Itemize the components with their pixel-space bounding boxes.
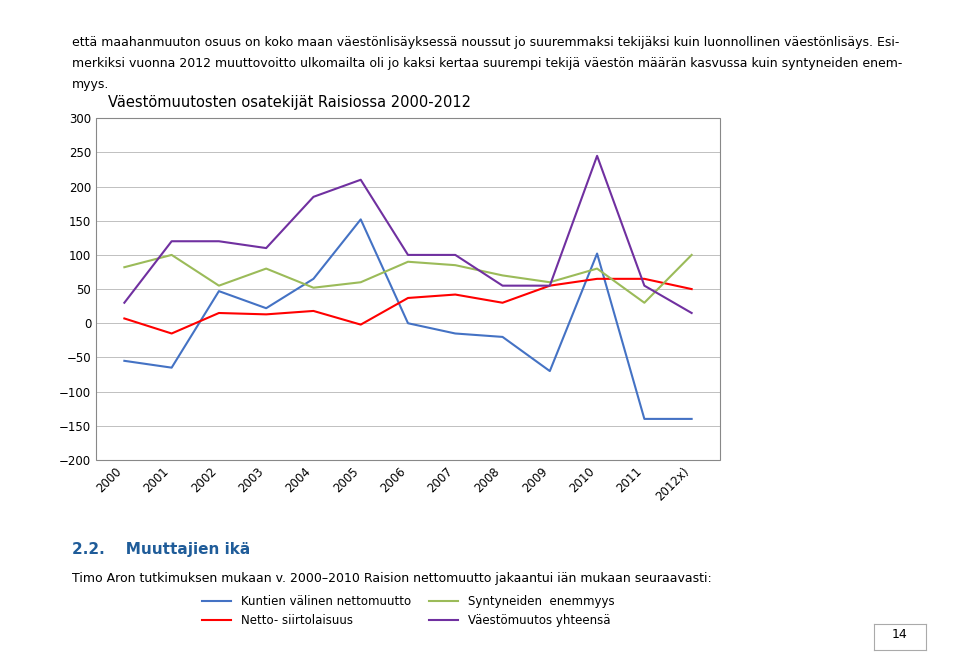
Väestömuutos yhteensä — [166, 237, 178, 245]
Netto- siirtolaisuus — [355, 321, 367, 328]
Text: että maahanmuuton osuus on koko maan väestönlisäyksessä noussut jo suuremmaksi t: että maahanmuuton osuus on koko maan väe… — [72, 36, 900, 49]
Väestömuutos yhteensä — [544, 282, 556, 290]
Väestömuutos yhteensä — [119, 299, 131, 307]
Kuntien välinen nettomuutto — [260, 304, 272, 312]
Netto- siirtolaisuus — [166, 330, 178, 338]
Syntyneiden  enemmyys — [685, 251, 697, 259]
Väestömuutos yhteensä — [260, 244, 272, 252]
Netto- siirtolaisuus — [260, 310, 272, 318]
Netto- siirtolaisuus — [402, 294, 414, 302]
Väestömuutos yhteensä — [591, 152, 603, 160]
Kuntien välinen nettomuutto — [544, 367, 556, 375]
Line: Syntyneiden  enemmyys: Syntyneiden enemmyys — [125, 255, 691, 303]
Syntyneiden  enemmyys — [355, 279, 367, 286]
Kuntien välinen nettomuutto — [449, 330, 461, 338]
Kuntien välinen nettomuutto — [638, 415, 650, 423]
Text: Timo Aron tutkimuksen mukaan v. 2000–2010 Raision nettomuutto jakaantui iän muka: Timo Aron tutkimuksen mukaan v. 2000–201… — [72, 572, 711, 585]
Syntyneiden  enemmyys — [496, 271, 508, 279]
Väestömuutos yhteensä — [638, 282, 650, 290]
Kuntien välinen nettomuutto — [591, 250, 603, 258]
Netto- siirtolaisuus — [308, 307, 320, 315]
Netto- siirtolaisuus — [213, 309, 225, 317]
Syntyneiden  enemmyys — [591, 265, 603, 273]
Netto- siirtolaisuus — [449, 290, 461, 298]
Line: Netto- siirtolaisuus: Netto- siirtolaisuus — [125, 279, 691, 334]
Kuntien välinen nettomuutto — [402, 319, 414, 327]
Kuntien välinen nettomuutto — [166, 364, 178, 372]
Kuntien välinen nettomuutto — [213, 287, 225, 295]
Väestömuutos yhteensä — [685, 309, 697, 317]
Väestömuutos yhteensä — [402, 251, 414, 259]
Syntyneiden  enemmyys — [260, 265, 272, 273]
Text: 14: 14 — [892, 627, 907, 641]
Legend: Kuntien välinen nettomuutto, Netto- siirtolaisuus, Syntyneiden  enemmyys, Väestö: Kuntien välinen nettomuutto, Netto- siir… — [197, 590, 619, 631]
Text: merkiksi vuonna 2012 muuttovoitto ulkomailta oli jo kaksi kertaa suurempi tekijä: merkiksi vuonna 2012 muuttovoitto ulkoma… — [72, 57, 902, 70]
Netto- siirtolaisuus — [685, 285, 697, 293]
Väestömuutos yhteensä — [213, 237, 225, 245]
Line: Kuntien välinen nettomuutto: Kuntien välinen nettomuutto — [125, 219, 691, 419]
Text: Väestömuutosten osatekijät Raisiossa 2000-2012: Väestömuutosten osatekijät Raisiossa 200… — [108, 95, 471, 110]
Kuntien välinen nettomuutto — [119, 357, 131, 365]
Netto- siirtolaisuus — [119, 315, 131, 323]
Text: 2.2.    Muuttajien ikä: 2.2. Muuttajien ikä — [72, 542, 251, 557]
Netto- siirtolaisuus — [591, 275, 603, 283]
Väestömuutos yhteensä — [308, 193, 320, 201]
Syntyneiden  enemmyys — [166, 251, 178, 259]
Kuntien välinen nettomuutto — [496, 333, 508, 341]
Väestömuutos yhteensä — [449, 251, 461, 259]
Kuntien välinen nettomuutto — [355, 215, 367, 223]
Syntyneiden  enemmyys — [544, 279, 556, 286]
Syntyneiden  enemmyys — [638, 299, 650, 307]
Line: Väestömuutos yhteensä: Väestömuutos yhteensä — [125, 156, 691, 313]
Netto- siirtolaisuus — [496, 299, 508, 307]
Syntyneiden  enemmyys — [449, 261, 461, 269]
Syntyneiden  enemmyys — [119, 263, 131, 271]
Väestömuutos yhteensä — [355, 176, 367, 184]
Kuntien välinen nettomuutto — [685, 415, 697, 423]
Syntyneiden  enemmyys — [213, 282, 225, 290]
Kuntien välinen nettomuutto — [308, 275, 320, 283]
Netto- siirtolaisuus — [638, 275, 650, 283]
Väestömuutos yhteensä — [496, 282, 508, 290]
Syntyneiden  enemmyys — [308, 284, 320, 292]
Text: myys.: myys. — [72, 78, 109, 91]
Netto- siirtolaisuus — [544, 282, 556, 290]
Syntyneiden  enemmyys — [402, 258, 414, 265]
